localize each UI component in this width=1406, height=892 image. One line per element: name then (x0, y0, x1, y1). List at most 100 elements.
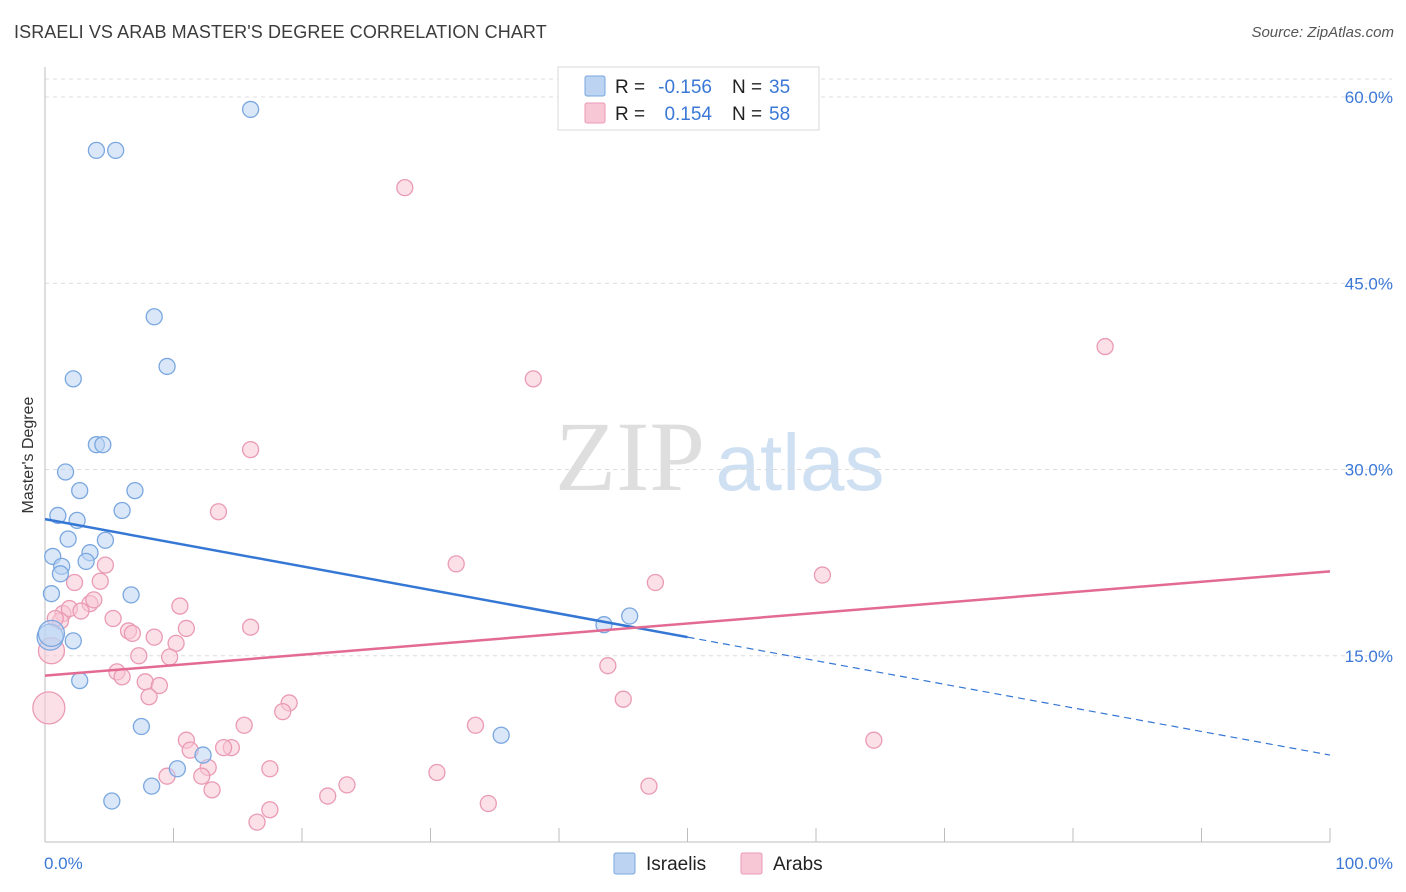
israelis-point (87, 141, 106, 160)
israelis-point (51, 565, 70, 583)
x-tick-label-min: 0.0% (44, 854, 83, 873)
arabs-point (150, 676, 169, 695)
x-tick-label-max: 100.0% (1335, 854, 1393, 873)
israelis-trend-extension (687, 636, 1331, 756)
israelis-point (132, 717, 151, 736)
watermark-atlas: atlas (716, 418, 885, 507)
arabs-point (865, 731, 883, 749)
arabs-point (136, 673, 154, 691)
israelis-points (36, 100, 639, 810)
arabs-point (96, 556, 115, 574)
arabs-point (338, 776, 356, 794)
arabs-point (428, 763, 446, 782)
legend-israelis-swatch (613, 852, 636, 875)
arabs-point (396, 178, 414, 197)
arabs-point (248, 813, 266, 831)
israelis-point (107, 141, 125, 160)
arabs-n-value: 58 (769, 104, 790, 125)
arabs-point (140, 688, 158, 706)
arabs-point (160, 648, 179, 666)
israelis-point (143, 777, 161, 795)
israelis-point (158, 357, 176, 376)
israelis-point (103, 792, 121, 810)
israelis-point (113, 501, 131, 520)
arabs-point (1096, 337, 1114, 356)
israelis-point (42, 585, 61, 603)
arabs-r-value: 0.154 (664, 104, 712, 125)
israelis-n-value: 35 (769, 77, 790, 98)
arabs-legend-swatch (584, 102, 606, 124)
arabs-point (65, 573, 84, 592)
arabs-point (91, 572, 109, 590)
y-tick-label: 15.0% (1345, 647, 1393, 666)
y-tick-labels: 15.0% 30.0% 45.0% 60.0% (1345, 88, 1393, 666)
israelis-point (56, 463, 75, 481)
arabs-point (466, 716, 485, 734)
arabs-point (319, 787, 337, 805)
y-axis-label: Master's Degree (20, 396, 37, 513)
arabs-point (123, 624, 142, 643)
arabs-point (214, 738, 233, 757)
y-tick-label: 30.0% (1345, 461, 1393, 480)
arabs-point (209, 503, 228, 521)
arabs-point (177, 619, 196, 638)
israelis-n-label: N = (732, 77, 762, 98)
arabs-point (646, 573, 665, 592)
israelis-point (77, 552, 95, 571)
israelis-point (621, 607, 639, 625)
arabs-point (235, 716, 253, 734)
arabs-point (85, 591, 103, 609)
arabs-point (274, 702, 292, 721)
arabs-point (203, 781, 221, 799)
arabs-point (113, 668, 131, 686)
x-ticks (44, 828, 1331, 842)
israelis-point (64, 370, 82, 388)
israelis-point (194, 746, 212, 764)
arabs-r-label: R = (615, 104, 645, 125)
arabs-point (32, 691, 66, 725)
y-tick-label: 60.0% (1345, 88, 1393, 107)
arabs-point (599, 657, 617, 675)
legend-israelis-label: Israelis (646, 854, 706, 875)
arabs-point (72, 602, 90, 620)
legend-arabs-swatch (740, 852, 763, 875)
arabs-point (241, 618, 260, 636)
israelis-trend-line (44, 517, 688, 639)
arabs-trend-line (44, 570, 1331, 677)
arabs-point (171, 597, 189, 615)
israelis-r-label: R = (615, 77, 645, 98)
watermark-zip: ZIP (555, 401, 705, 512)
arabs-point (813, 566, 832, 584)
israelis-point (94, 436, 112, 454)
arabs-point (241, 440, 260, 459)
israelis-point (145, 308, 163, 326)
arabs-point (261, 760, 279, 778)
trend-lines (44, 517, 1331, 756)
israelis-point (492, 726, 510, 744)
stats-legend: R = -0.156 N = 35 R = 0.154 N = 58 (557, 66, 820, 131)
arabs-point (145, 628, 163, 646)
arabs-point (524, 370, 542, 388)
israelis-r-value: -0.156 (658, 77, 712, 98)
israelis-point (71, 481, 89, 500)
arabs-point (447, 555, 465, 573)
israelis-point (64, 632, 82, 650)
israelis-point (59, 530, 77, 548)
arabs-point (479, 794, 497, 813)
chart-source: Source: ZipAtlas.com (1251, 24, 1394, 41)
arabs-point (104, 609, 122, 628)
arabs-point (261, 801, 279, 819)
israelis-point (37, 619, 66, 648)
israelis-point (126, 481, 144, 500)
gridlines (45, 78, 1392, 657)
arabs-point (614, 690, 632, 708)
israelis-point (71, 671, 89, 690)
israelis-legend-swatch (584, 75, 606, 97)
y-tick-label: 45.0% (1345, 274, 1393, 293)
israelis-point (49, 506, 67, 525)
arabs-point (193, 767, 211, 785)
series-legend: Israelis Arabs (613, 852, 823, 875)
chart-title: ISRAELI VS ARAB MASTER'S DEGREE CORRELAT… (14, 22, 547, 42)
israelis-point (241, 100, 260, 119)
